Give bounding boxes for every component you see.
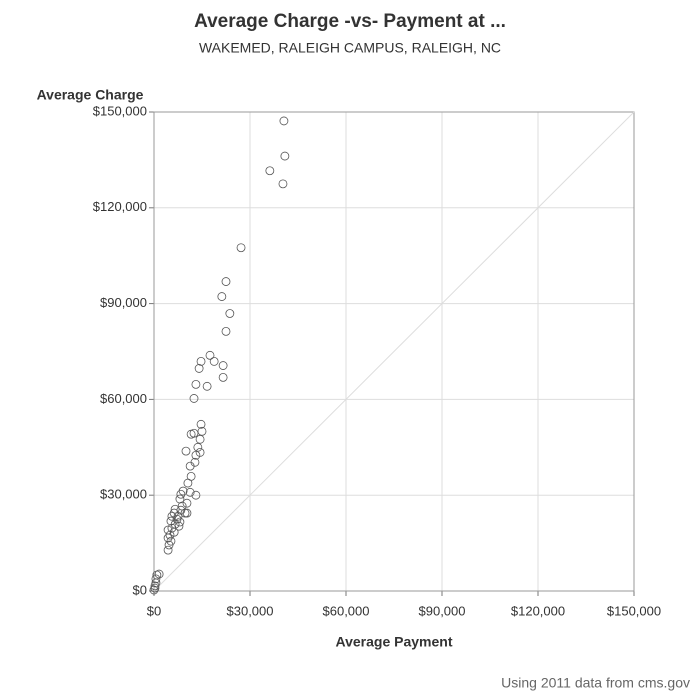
point	[182, 508, 192, 518]
y-axis-title: Average Charge	[37, 87, 144, 103]
point	[196, 419, 206, 429]
point	[185, 487, 195, 497]
x-tick-label: $60,000	[323, 603, 370, 618]
footnote: Using 2011 data from cms.gov	[501, 675, 690, 691]
point	[163, 545, 173, 555]
point	[180, 508, 190, 518]
point	[217, 292, 227, 301]
point	[150, 581, 160, 591]
point	[221, 277, 231, 286]
x-tick-label: $90,000	[419, 603, 466, 618]
point	[183, 478, 193, 488]
point	[176, 489, 186, 499]
point	[175, 517, 185, 527]
point	[209, 356, 219, 366]
plot-frame	[153, 111, 635, 592]
point	[280, 151, 290, 161]
point	[149, 585, 159, 595]
point	[154, 569, 164, 579]
point	[191, 450, 201, 460]
reference-line	[153, 111, 635, 592]
point	[186, 429, 196, 439]
point	[225, 309, 235, 318]
point	[163, 533, 173, 543]
x-axis-title: Average Payment	[336, 634, 453, 650]
point	[195, 434, 205, 444]
x-tick-label: $30,000	[227, 603, 274, 618]
point	[165, 530, 175, 540]
point	[182, 498, 192, 508]
point	[194, 364, 204, 373]
chart-subtitle: WAKEMED, RALEIGH CAMPUS, RALEIGH, NC	[199, 40, 501, 56]
point	[150, 583, 160, 593]
point	[197, 426, 207, 436]
point	[174, 521, 184, 531]
x-tick-label: $150,000	[607, 603, 661, 618]
x-tick-label: $120,000	[511, 603, 565, 618]
y-tick-label: $120,000	[93, 199, 147, 214]
point	[178, 486, 188, 496]
point	[191, 379, 201, 389]
point	[181, 446, 191, 456]
point	[202, 381, 212, 391]
point	[278, 179, 288, 189]
point	[172, 514, 182, 524]
point	[164, 540, 174, 550]
y-tick-label: $150,000	[93, 103, 147, 118]
x-tick-label: $0	[147, 603, 161, 618]
point	[218, 361, 228, 370]
point	[279, 116, 289, 126]
point	[236, 243, 246, 253]
point	[167, 511, 177, 521]
point	[193, 442, 203, 452]
point	[218, 372, 228, 382]
point	[196, 356, 206, 366]
point	[221, 326, 231, 336]
point	[175, 494, 185, 504]
point	[189, 394, 199, 403]
chart-title: Average Charge -vs- Payment at ...	[194, 11, 506, 32]
point	[205, 350, 215, 360]
point	[191, 490, 201, 500]
point	[265, 166, 275, 176]
y-tick-label: $60,000	[100, 391, 147, 406]
y-tick-label: $90,000	[100, 295, 147, 310]
y-tick-label: $30,000	[100, 487, 147, 502]
point	[185, 461, 195, 471]
point	[151, 574, 161, 584]
y-tick-label: $0	[133, 582, 147, 597]
